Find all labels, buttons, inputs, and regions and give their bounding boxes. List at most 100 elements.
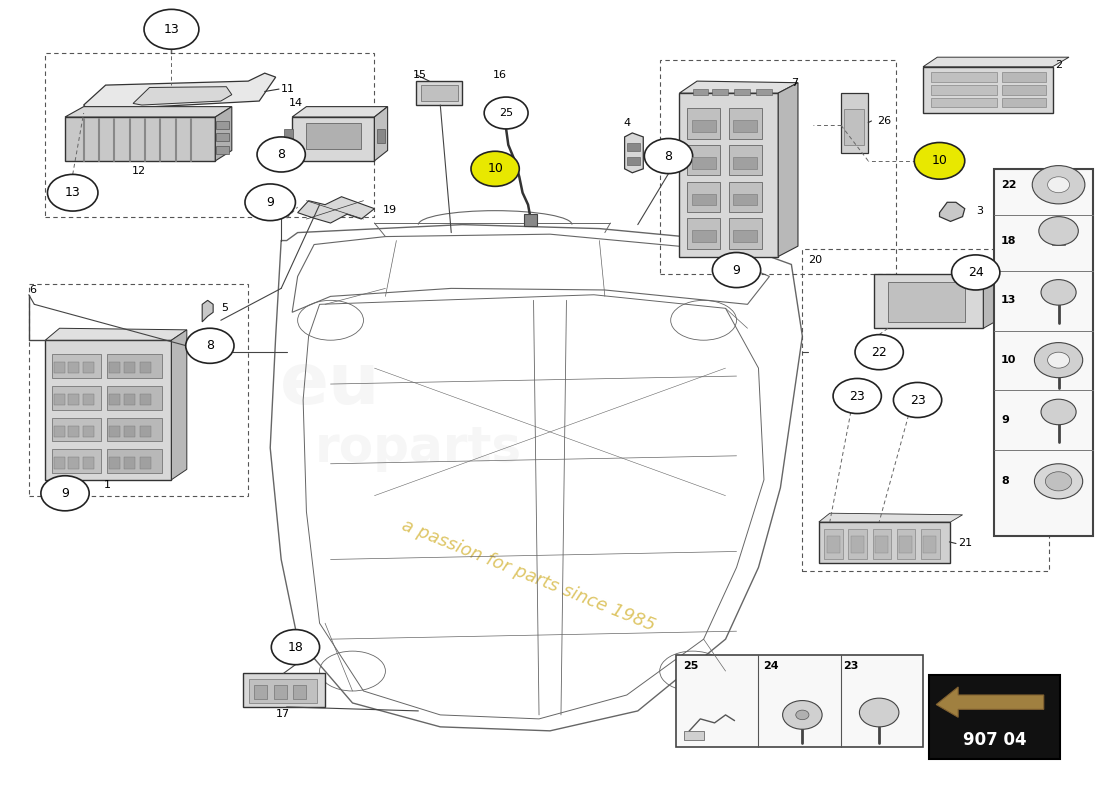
- FancyBboxPatch shape: [923, 66, 1053, 113]
- FancyBboxPatch shape: [124, 394, 135, 405]
- Text: 24: 24: [968, 266, 983, 279]
- FancyBboxPatch shape: [109, 458, 120, 469]
- Polygon shape: [625, 133, 644, 173]
- Text: 4: 4: [624, 118, 630, 127]
- FancyBboxPatch shape: [140, 394, 151, 405]
- Text: 21: 21: [958, 538, 972, 549]
- Circle shape: [186, 328, 234, 363]
- FancyBboxPatch shape: [82, 458, 94, 469]
- FancyBboxPatch shape: [824, 529, 843, 559]
- FancyBboxPatch shape: [688, 218, 720, 249]
- FancyBboxPatch shape: [124, 362, 135, 373]
- FancyBboxPatch shape: [874, 535, 888, 553]
- Text: 20: 20: [807, 255, 822, 266]
- Text: 2: 2: [1055, 60, 1061, 70]
- FancyBboxPatch shape: [1002, 85, 1046, 94]
- Text: 23: 23: [849, 390, 865, 402]
- FancyBboxPatch shape: [627, 143, 640, 151]
- Text: eu: eu: [280, 350, 381, 418]
- FancyBboxPatch shape: [818, 522, 950, 563]
- FancyBboxPatch shape: [688, 182, 720, 212]
- Circle shape: [1034, 464, 1082, 499]
- FancyBboxPatch shape: [68, 426, 79, 437]
- Text: 9: 9: [1001, 415, 1009, 425]
- FancyBboxPatch shape: [729, 108, 762, 138]
- FancyBboxPatch shape: [729, 145, 762, 175]
- FancyBboxPatch shape: [844, 109, 864, 145]
- Text: a passion for parts since 1985: a passion for parts since 1985: [398, 516, 658, 634]
- FancyBboxPatch shape: [931, 85, 997, 94]
- Circle shape: [1041, 399, 1076, 425]
- FancyBboxPatch shape: [416, 81, 462, 105]
- Polygon shape: [65, 117, 216, 161]
- Polygon shape: [939, 202, 965, 222]
- Text: 18: 18: [287, 641, 304, 654]
- FancyBboxPatch shape: [994, 169, 1093, 535]
- Text: 10: 10: [1001, 355, 1016, 365]
- FancyBboxPatch shape: [52, 386, 101, 410]
- FancyBboxPatch shape: [873, 274, 983, 328]
- Text: 17: 17: [276, 709, 290, 719]
- FancyBboxPatch shape: [54, 362, 65, 373]
- FancyBboxPatch shape: [692, 194, 716, 206]
- Circle shape: [833, 378, 881, 414]
- FancyBboxPatch shape: [109, 426, 120, 437]
- Text: 18: 18: [1001, 235, 1016, 246]
- Text: 13: 13: [1001, 295, 1016, 306]
- FancyBboxPatch shape: [692, 120, 716, 132]
- Text: 5: 5: [221, 302, 228, 313]
- FancyBboxPatch shape: [734, 194, 758, 206]
- FancyBboxPatch shape: [54, 426, 65, 437]
- Text: 8: 8: [1001, 476, 1009, 486]
- FancyBboxPatch shape: [627, 157, 640, 165]
- FancyBboxPatch shape: [931, 72, 997, 82]
- Circle shape: [1032, 166, 1085, 204]
- Text: roparts: roparts: [315, 424, 521, 472]
- Text: 13: 13: [164, 22, 179, 36]
- Text: 14: 14: [289, 98, 302, 108]
- Circle shape: [859, 698, 899, 727]
- FancyBboxPatch shape: [524, 214, 537, 226]
- FancyBboxPatch shape: [82, 394, 94, 405]
- Text: 9: 9: [62, 486, 69, 500]
- Text: 19: 19: [383, 206, 397, 215]
- Circle shape: [272, 630, 320, 665]
- FancyBboxPatch shape: [734, 120, 758, 132]
- FancyBboxPatch shape: [109, 394, 120, 405]
- FancyBboxPatch shape: [376, 129, 385, 143]
- FancyBboxPatch shape: [840, 93, 868, 153]
- FancyBboxPatch shape: [688, 145, 720, 175]
- FancyBboxPatch shape: [82, 426, 94, 437]
- Text: 9: 9: [733, 263, 740, 277]
- Text: 1: 1: [104, 480, 111, 490]
- Circle shape: [1045, 472, 1071, 491]
- FancyBboxPatch shape: [921, 529, 939, 559]
- FancyBboxPatch shape: [124, 426, 135, 437]
- FancyBboxPatch shape: [928, 675, 1060, 758]
- Circle shape: [914, 142, 965, 179]
- FancyBboxPatch shape: [896, 529, 915, 559]
- Text: 9: 9: [266, 196, 274, 209]
- Circle shape: [795, 710, 808, 720]
- Text: 11: 11: [282, 84, 295, 94]
- Circle shape: [257, 137, 306, 172]
- FancyBboxPatch shape: [250, 679, 318, 703]
- FancyBboxPatch shape: [217, 121, 229, 129]
- Polygon shape: [374, 106, 387, 161]
- Circle shape: [893, 382, 942, 418]
- Text: 22: 22: [871, 346, 887, 358]
- FancyBboxPatch shape: [850, 535, 864, 553]
- FancyBboxPatch shape: [1002, 98, 1046, 107]
- FancyBboxPatch shape: [888, 282, 965, 322]
- Polygon shape: [65, 106, 232, 117]
- Polygon shape: [216, 106, 232, 161]
- FancyBboxPatch shape: [872, 529, 891, 559]
- FancyBboxPatch shape: [899, 535, 912, 553]
- Polygon shape: [133, 86, 232, 105]
- FancyBboxPatch shape: [140, 458, 151, 469]
- Polygon shape: [778, 82, 798, 257]
- FancyBboxPatch shape: [420, 85, 458, 101]
- Circle shape: [1034, 342, 1082, 378]
- Text: 25: 25: [683, 662, 698, 671]
- Circle shape: [1047, 177, 1069, 193]
